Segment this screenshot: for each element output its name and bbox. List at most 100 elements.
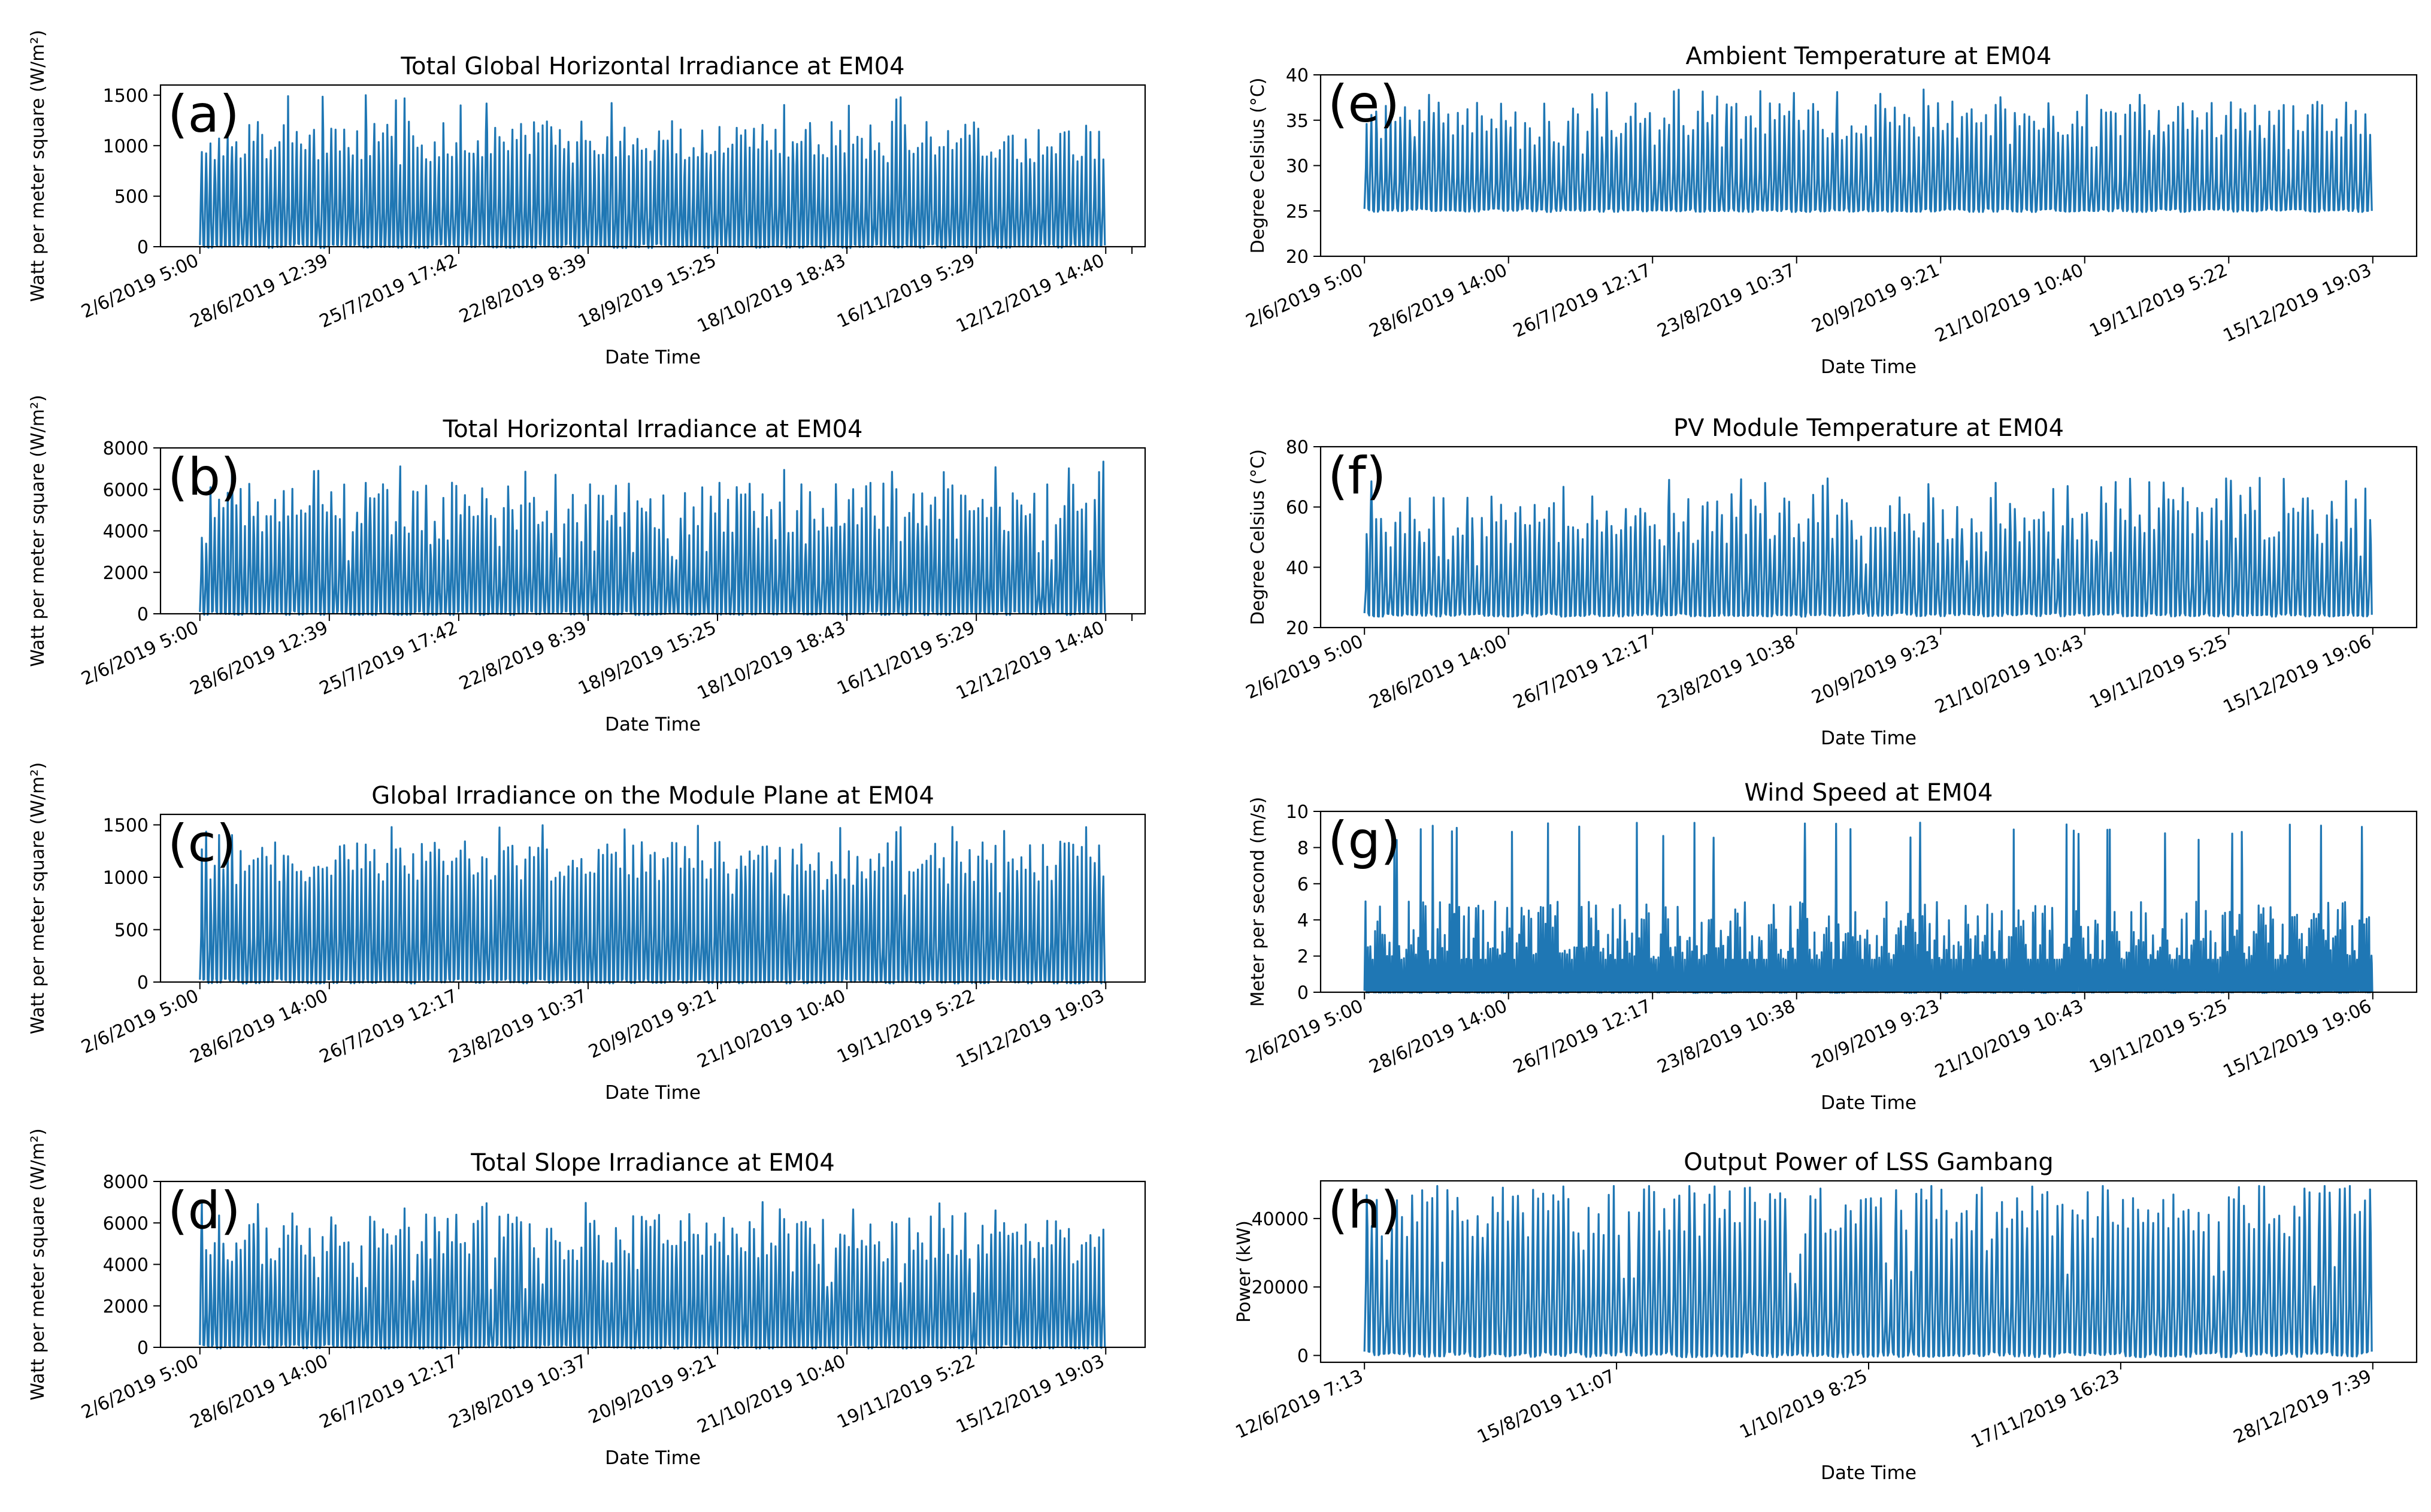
y-tick-label-b-0: 0 [137, 604, 149, 625]
chart-title-h: Output Power of LSS Gambang [1684, 1149, 2053, 1176]
x-axis-label-c: Date Time [605, 1082, 701, 1104]
x-tick-label-d-2: 26/7/2019 12:17 [316, 1351, 461, 1433]
x-tick-label-f-2: 26/7/2019 12:17 [1510, 631, 1654, 713]
x-tick-label-g-1: 28/6/2019 14:00 [1366, 996, 1510, 1078]
y-tick-label-c-3: 1500 [103, 816, 149, 837]
x-axis-label-a: Date Time [605, 347, 701, 368]
y-axis-label-e: Degree Celsius (°C) [1248, 78, 1269, 254]
x-tick-label-c-3: 23/8/2019 10:37 [446, 986, 590, 1068]
x-tick-label-a-1: 28/6/2019 12:39 [187, 250, 331, 332]
y-tick-label-f-2: 60 [1286, 498, 1309, 519]
y-tick-label-b-4: 8000 [103, 438, 149, 459]
x-axis-label-f: Date Time [1821, 728, 1917, 749]
y-tick-label-a-2: 1000 [103, 136, 149, 157]
x-axis-label-e: Date Time [1821, 356, 1917, 378]
y-axis-label-c: Watt per meter square (W/m²) [28, 762, 49, 1035]
series-line-c [199, 824, 1106, 984]
x-tick-label-b-2: 25/7/2019 17:42 [316, 617, 461, 699]
x-tick-label-a-5: 18/10/2019 18:43 [694, 250, 849, 337]
y-tick-label-g-5: 10 [1286, 802, 1309, 823]
chart-title-g: Wind Speed at EM04 [1745, 779, 1993, 807]
series-line-d [199, 1201, 1106, 1350]
y-tick-label-e-2: 30 [1286, 156, 1309, 177]
chart-title-d: Total Slope Irradiance at EM04 [470, 1149, 835, 1177]
y-tick-label-g-3: 6 [1297, 874, 1309, 895]
series-line-h [1363, 1185, 2373, 1358]
series-line-a [199, 94, 1106, 249]
y-tick-label-d-4: 8000 [103, 1172, 149, 1193]
x-tick-label-g-6: 19/11/2019 5:25 [2086, 996, 2230, 1078]
x-tick-label-h-0: 12/6/2019 7:13 [1233, 1366, 1367, 1443]
y-tick-label-f-1: 40 [1286, 557, 1309, 578]
y-axis-label-f: Degree Celsius (°C) [1248, 449, 1269, 625]
x-axis-label-b: Date Time [605, 714, 701, 735]
x-tick-label-e-6: 19/11/2019 5:22 [2086, 260, 2230, 342]
panel-b: 0 2000 4000 6000 8000 2/6/2019 5:0028/6/2019 … [28, 395, 1146, 735]
x-tick-label-e-4: 20/9/2019 9:21 [1809, 260, 1943, 337]
chart-title-e: Ambient Temperature at EM04 [1686, 43, 2052, 70]
x-tick-label-e-5: 21/10/2019 10:40 [1932, 260, 2087, 347]
y-tick-label-e-0: 20 [1286, 247, 1309, 268]
series-line-f [1363, 477, 2373, 618]
y-tick-label-e-4: 40 [1286, 65, 1309, 86]
x-tick-label-c-2: 26/7/2019 12:17 [316, 986, 461, 1068]
y-axis-label-a: Watt per meter square (W/m²) [28, 30, 49, 302]
y-axis-label-g: Meter per second (m/s) [1248, 797, 1269, 1007]
y-tick-label-f-0: 20 [1286, 618, 1309, 639]
y-tick-label-g-1: 2 [1297, 947, 1309, 968]
y-tick-label-h-0: 0 [1297, 1346, 1309, 1367]
x-tick-label-b-3: 22/8/2019 8:39 [456, 617, 590, 695]
x-tick-label-b-1: 28/6/2019 12:39 [187, 617, 331, 699]
x-tick-label-d-0: 2/6/2019 5:00 [78, 1351, 202, 1423]
x-tick-label-h-3: 17/11/2019 16:23 [1968, 1366, 2123, 1453]
x-tick-label-h-2: 1/10/2019 8:25 [1736, 1366, 1870, 1443]
chart-title-f: PV Module Temperature at EM04 [1673, 414, 2064, 442]
y-tick-label-c-0: 0 [137, 972, 149, 993]
y-tick-label-b-1: 2000 [103, 563, 149, 584]
x-tick-label-f-1: 28/6/2019 14:00 [1366, 631, 1510, 713]
y-tick-label-h-1: 20000 [1252, 1277, 1309, 1298]
x-tick-label-g-7: 15/12/2019 19:06 [2220, 996, 2375, 1083]
x-tick-label-f-6: 19/11/2019 5:25 [2086, 631, 2230, 713]
x-tick-label-g-4: 20/9/2019 9:23 [1809, 996, 1943, 1073]
x-axis-label-g: Date Time [1821, 1092, 1917, 1114]
y-tick-label-g-2: 4 [1297, 910, 1309, 931]
x-tick-label-g-3: 23/8/2019 10:38 [1654, 996, 1799, 1078]
y-tick-label-a-3: 1500 [103, 86, 149, 107]
panel-e: 20 25 30 35 40 2/6/2019 5:00 28/6/2019 14:00 26… [1243, 43, 2418, 378]
y-tick-label-d-1: 2000 [103, 1296, 149, 1317]
x-tick-label-e-0: 2/6/2019 5:00 [1243, 260, 1367, 332]
y-axis-label-h: Power (kW) [1234, 1220, 1255, 1323]
y-tick-label-b-2: 4000 [103, 522, 149, 543]
series-line-b [199, 460, 1106, 616]
x-tick-label-f-4: 20/9/2019 9:23 [1809, 631, 1943, 708]
y-tick-label-c-2: 1000 [103, 868, 149, 889]
x-tick-label-f-3: 23/8/2019 10:38 [1654, 631, 1799, 713]
x-tick-label-h-4: 28/12/2019 7:39 [2230, 1366, 2375, 1448]
panel-h: 0 20000 40000 12/6/2019 7:13 15/8/2019 11:07… [1233, 1149, 2418, 1484]
y-tick-label-a-0: 0 [137, 237, 149, 258]
panel-f: 20 40 60 80 2/6/2019 5:00 28/6/2019 14:00 26/7… [1243, 414, 2418, 749]
y-axis-label-b: Watt per meter square (W/m²) [28, 395, 49, 667]
x-tick-label-b-7: 12/12/2019 14:40 [953, 617, 1108, 704]
panel-label-g: (g) [1328, 811, 1401, 871]
x-tick-label-g-2: 26/7/2019 12:17 [1510, 996, 1654, 1078]
panel-label-e: (e) [1328, 74, 1400, 134]
x-tick-label-b-0: 2/6/2019 5:00 [78, 617, 202, 690]
chart-title-b: Total Horizontal Irradiance at EM04 [443, 416, 863, 443]
x-axis-label-h: Date Time [1821, 1462, 1917, 1484]
x-tick-label-c-5: 21/10/2019 10:40 [694, 986, 849, 1072]
y-tick-label-f-3: 80 [1286, 437, 1309, 458]
x-tick-label-a-2: 25/7/2019 17:42 [316, 250, 461, 332]
y-tick-label-d-0: 0 [137, 1338, 149, 1359]
y-tick-label-c-1: 500 [114, 920, 149, 941]
series-line-g [1363, 822, 2374, 994]
x-tick-label-f-5: 21/10/2019 10:43 [1932, 631, 2087, 718]
y-tick-label-h-2: 40000 [1252, 1209, 1309, 1230]
x-tick-label-d-1: 28/6/2019 14:00 [187, 1351, 331, 1433]
x-tick-label-c-1: 28/6/2019 14:00 [187, 986, 331, 1068]
plot-frame-c [159, 813, 1146, 983]
